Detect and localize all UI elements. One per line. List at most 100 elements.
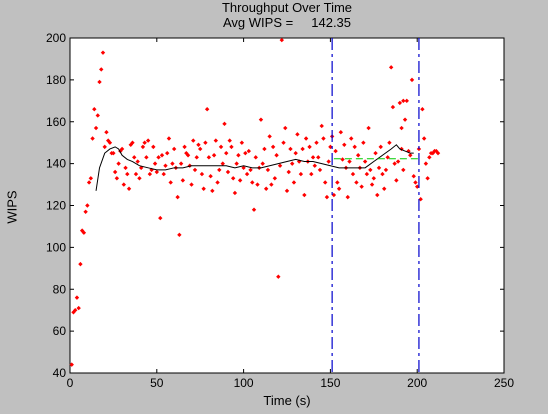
data-point [258,117,264,122]
data-point [342,142,347,147]
data-point [309,171,314,177]
data-point [401,167,406,173]
data-point [267,134,272,139]
data-point [409,77,415,83]
data-point [322,180,328,185]
data-point [380,171,385,177]
data-point [361,140,366,145]
x-tick-label: 50 [150,376,164,390]
data-point [145,138,151,143]
x-tick-label: 100 [234,376,254,390]
data-point [418,197,423,202]
data-point [166,136,172,141]
data-point [241,165,246,171]
data-point [138,165,144,171]
data-point [373,150,378,156]
data-point [326,159,331,164]
data-point [79,228,85,233]
data-point [199,171,205,177]
data-point [321,136,326,141]
data-point [165,150,170,156]
y-axis-label-wrap: WIPS [0,190,24,223]
data-point [415,184,420,189]
data-point [408,153,413,158]
data-point [114,176,120,181]
data-point [116,161,121,166]
data-point [182,144,187,150]
data-point [232,190,238,196]
data-point [118,148,123,154]
plot-area [69,37,505,374]
data-point [376,165,382,171]
data-point [265,167,271,173]
data-point [364,171,370,177]
data-point [255,182,260,187]
y-tick-label: 180 [46,73,66,87]
data-point [390,104,396,110]
data-point [83,209,88,214]
data-point [119,146,125,152]
data-point [196,142,201,147]
data-point [250,180,255,185]
data-point [156,155,161,160]
data-point [130,140,135,145]
data-point [152,161,158,166]
x-axis-label: Time (s) [263,393,311,408]
data-point [168,180,173,185]
data-point [385,155,390,160]
data-point [128,142,133,147]
data-point [295,132,300,137]
data-point [158,215,163,221]
data-point [88,176,94,181]
data-point [180,178,186,183]
data-point [107,140,113,145]
data-point [366,125,371,131]
data-point [211,153,217,158]
data-point [73,307,78,313]
data-point [307,144,312,150]
data-point [276,274,281,279]
data-point [144,155,149,160]
data-point [375,192,380,198]
data-point [100,50,106,55]
data-point [97,79,102,85]
data-point [178,161,184,166]
data-point [191,138,196,143]
data-point [298,171,304,177]
data-point [279,37,284,43]
data-point [340,157,345,162]
data-point [392,161,397,166]
data-point [402,117,408,122]
data-point [253,155,258,160]
data-point [133,171,139,177]
data-point [230,176,236,181]
x-tick-label: 0 [67,376,74,390]
data-point [239,140,245,145]
data-point [163,163,168,168]
data-point [225,169,231,175]
data-point [171,146,177,152]
y-tick-label: 40 [53,366,67,380]
data-point [111,150,116,156]
data-point [132,155,137,160]
data-point [290,161,295,166]
data-point [399,146,404,152]
data-point [303,136,309,141]
data-point [378,144,383,150]
data-point [328,144,333,150]
data-point [69,362,74,367]
data-point [319,123,324,129]
y-tick-label: 140 [46,157,66,171]
data-point [291,180,297,185]
y-tick-label: 60 [53,324,67,338]
data-point [86,180,92,185]
data-point [203,140,208,145]
y-tick-label: 100 [46,240,66,254]
data-point [420,106,425,112]
data-point [154,169,159,175]
data-point [74,295,80,300]
data-point [198,146,203,152]
data-point [126,186,132,191]
